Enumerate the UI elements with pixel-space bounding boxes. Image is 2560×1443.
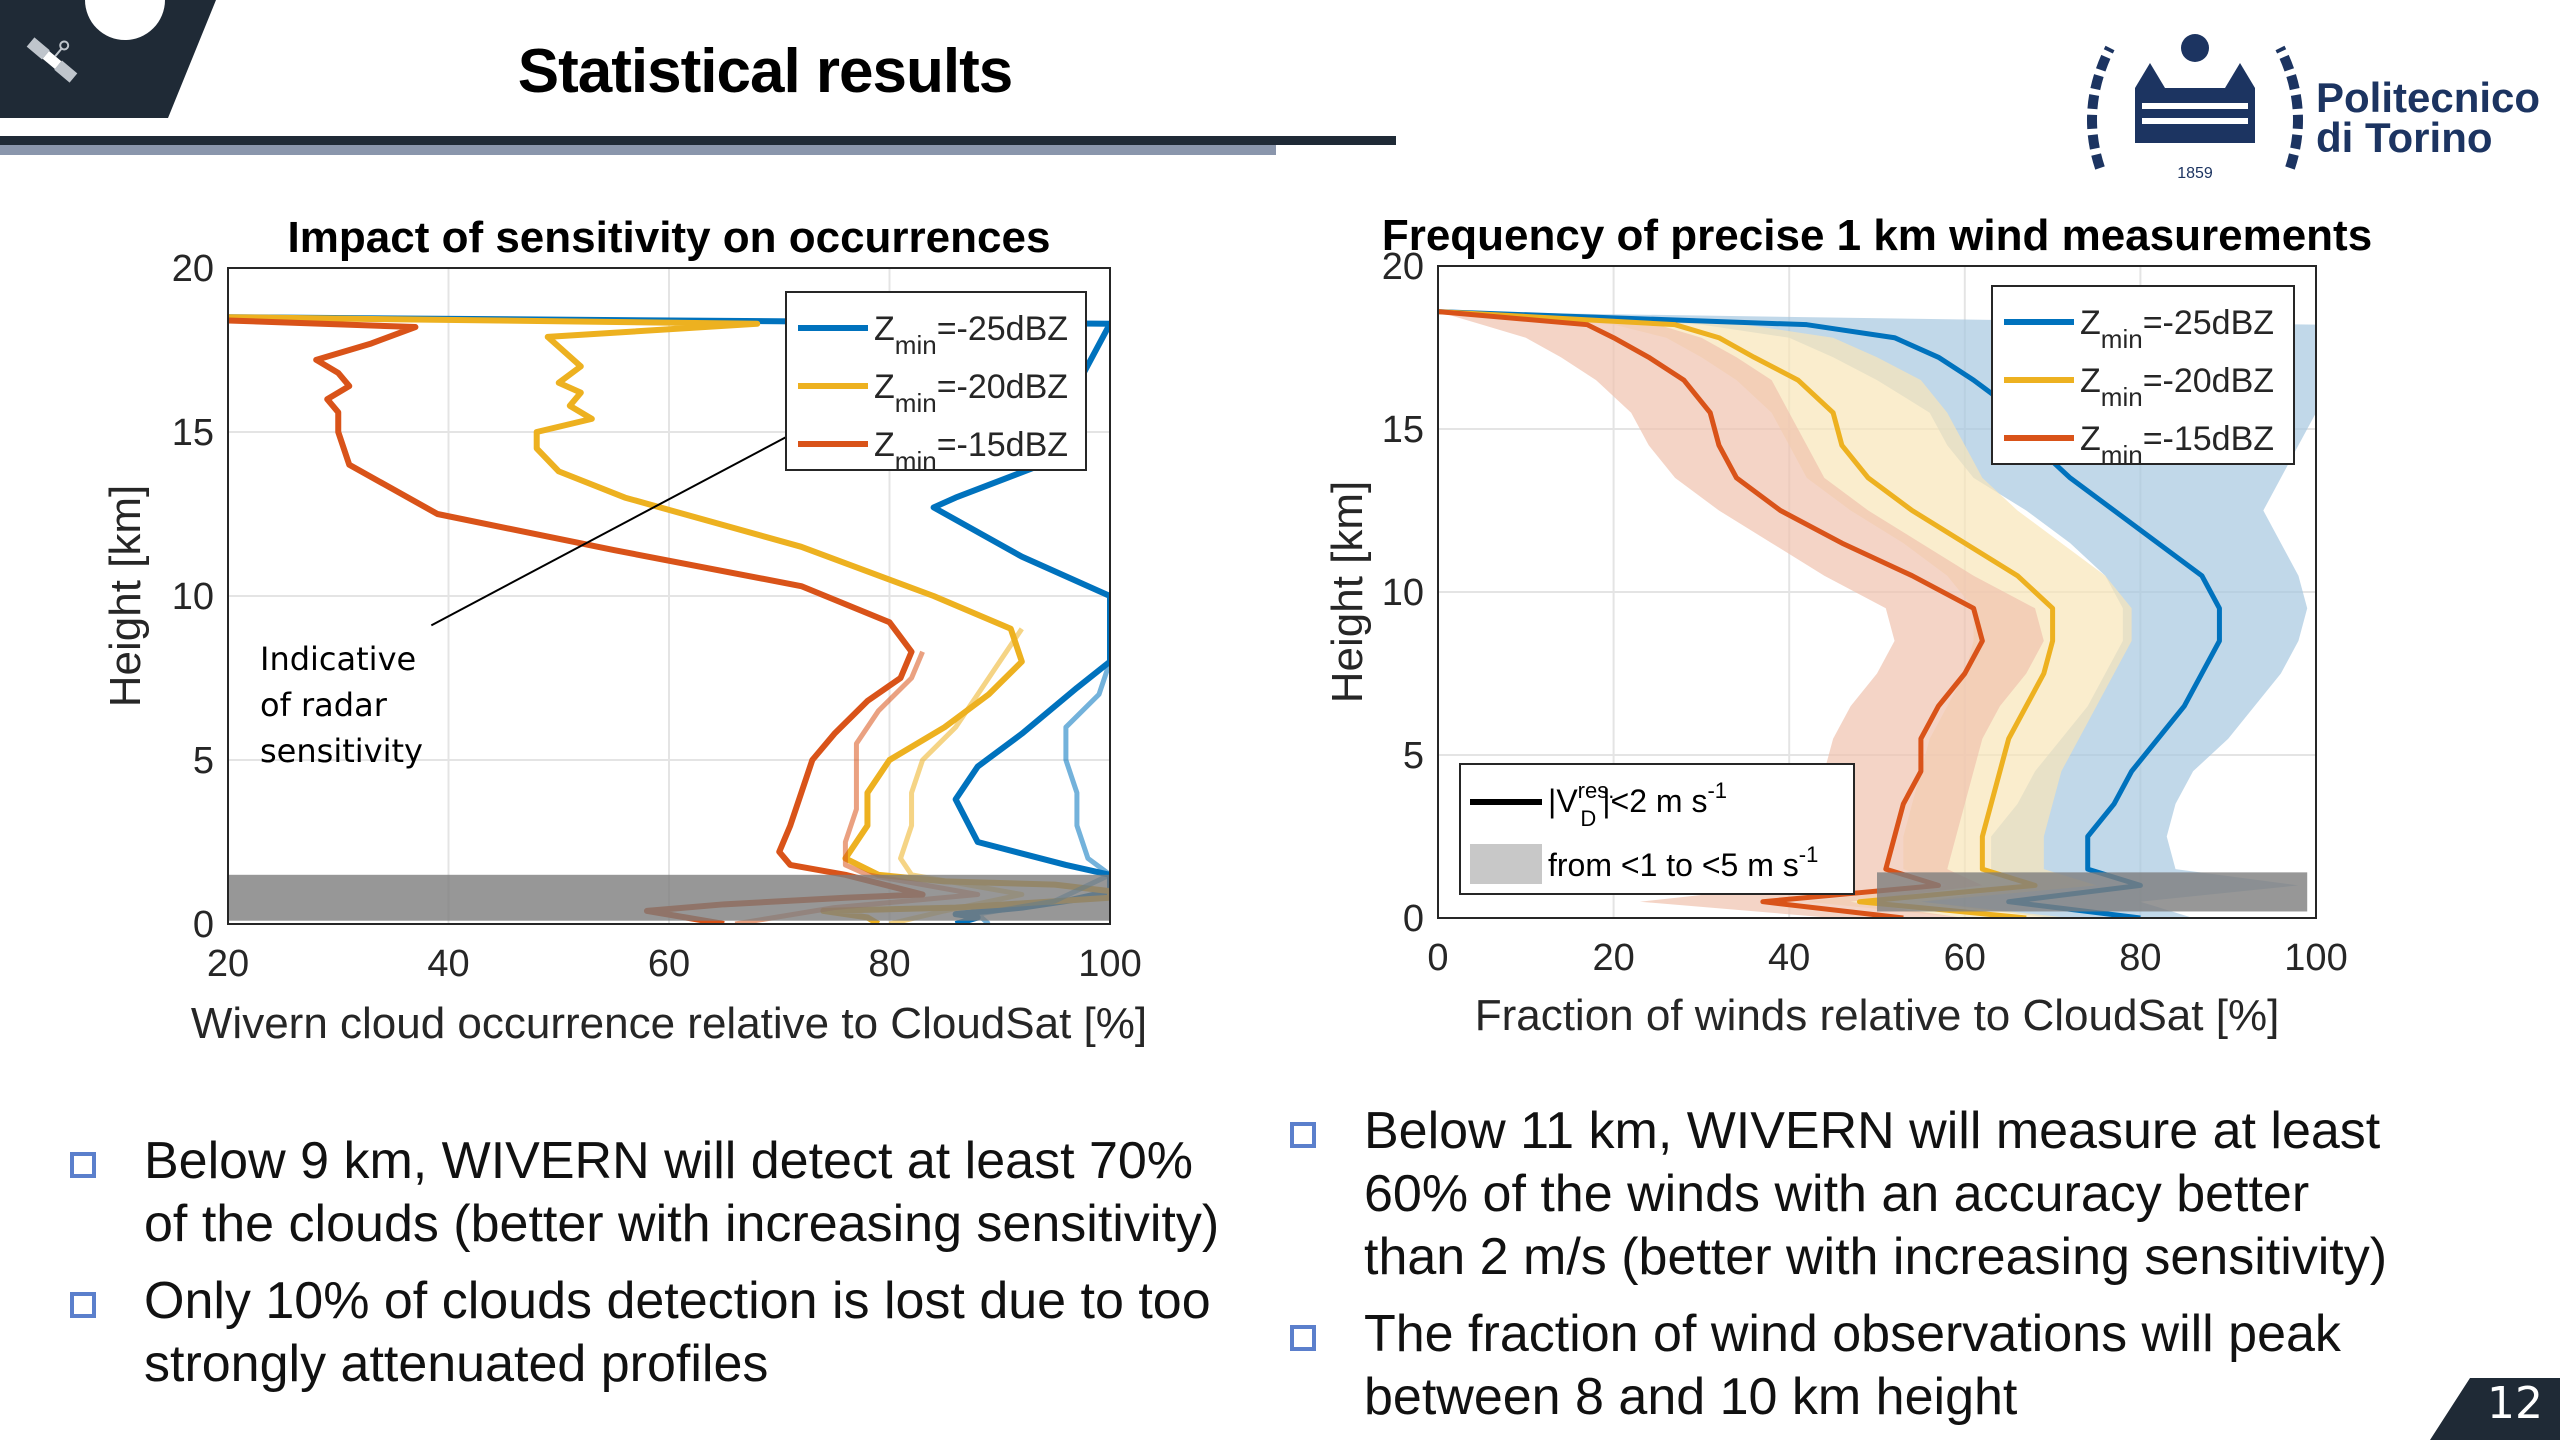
legend-box — [785, 291, 1087, 471]
x-tick-label: 60 — [648, 943, 690, 985]
bullet-item: Below 11 km, WIVERN will measure at leas… — [1290, 1100, 2440, 1289]
laurel-left-icon — [2087, 45, 2115, 170]
bullet-text-line: of the clouds (better with increasing se… — [144, 1195, 1220, 1253]
legend-label: Zmin=-15dBZ — [874, 426, 1068, 476]
series-line-zmin-20dbz — [228, 314, 1110, 924]
x-tick-label: 20 — [207, 943, 249, 985]
bullet-text-line: strongly attenuated profiles — [144, 1335, 769, 1393]
uncertainty-band-zmin-15dbz — [1438, 311, 2044, 918]
y-tick-label: 0 — [1403, 898, 1424, 940]
y-tick-label: 15 — [172, 412, 214, 454]
title-underline-dark — [0, 136, 1396, 145]
series-line-zmin-20dbz — [1438, 309, 2056, 918]
legend2-label: |Vres. D |<2 m s-1 — [1548, 778, 1727, 831]
slide-title: Statistical results — [517, 37, 1013, 106]
bullet-item: The fraction of wind observations will p… — [1290, 1303, 2440, 1429]
bullet-text-line: Below 11 km, WIVERN will measure at leas… — [1364, 1102, 2381, 1160]
logo-year: 1859 — [2177, 165, 2213, 182]
statue-icon — [2181, 34, 2209, 62]
square-bullet-icon — [1290, 1122, 1316, 1148]
x-tick-label: 80 — [2119, 937, 2161, 979]
laurel-right-icon — [2275, 45, 2303, 170]
chart-title: Frequency of precise 1 km wind measureme… — [1382, 211, 2372, 260]
header-corner-shape — [0, 0, 216, 118]
series-line-zmin-25dbz — [1438, 309, 2222, 918]
legend-box — [1991, 285, 2295, 465]
legend2-patch-swatch — [1470, 844, 1542, 884]
x-tick-label: 100 — [2284, 937, 2347, 979]
x-tick-label: 80 — [868, 943, 910, 985]
bullet-item: Below 9 km, WIVERN will detect at least … — [70, 1130, 1270, 1256]
y-tick-label: 10 — [1382, 572, 1424, 614]
x-tick-label: 100 — [1078, 943, 1141, 985]
square-bullet-icon — [70, 1292, 96, 1318]
logo-line2: di Torino — [2316, 114, 2493, 161]
legend-label: Zmin=-25dBZ — [874, 310, 1068, 360]
series-line-zmin-15dbz — [1438, 309, 1985, 918]
x-tick-label: 40 — [1768, 937, 1810, 979]
y-tick-label: 20 — [1382, 246, 1424, 288]
x-tick-label: 0 — [1427, 937, 1448, 979]
logo-line1: Politecnico — [2316, 74, 2541, 121]
logo-text: Politecnico di Torino — [2316, 74, 2541, 161]
bullet-text-line: than 2 m/s (better with increasing sensi… — [1364, 1228, 2388, 1286]
annotation-text: sensitivity — [260, 732, 423, 770]
bullet-text-line: between 8 and 10 km height — [1364, 1368, 2018, 1426]
bullet-item: Only 10% of clouds detection is lost due… — [70, 1270, 1270, 1396]
gray-band — [1877, 872, 2308, 912]
x-axis-label: Fraction of winds relative to CloudSat [… — [1475, 991, 2280, 1040]
building-icon — [2135, 88, 2255, 143]
chart-title: Impact of sensitivity on occurrences — [288, 213, 1051, 262]
bullet-text-line: Below 9 km, WIVERN will detect at least … — [144, 1132, 1194, 1190]
y-axis-label: Height [km] — [1323, 481, 1372, 704]
x-axis-label: Wivern cloud occurrence relative to Clou… — [191, 999, 1147, 1048]
y-tick-label: 5 — [1403, 735, 1424, 777]
satellite-icon — [26, 37, 78, 83]
bullet-text-line: Only 10% of clouds detection is lost due… — [144, 1272, 1211, 1330]
annotation-text: of radar — [260, 686, 388, 724]
square-bullet-icon — [70, 1152, 96, 1178]
y-tick-label: 20 — [172, 248, 214, 290]
bullets-left: Below 9 km, WIVERN will detect at least … — [70, 1130, 1270, 1410]
chart-1: 20 40 60 80 100 0 5 10 15 20 Indicative of radar sen… — [101, 213, 1147, 1048]
plot-content — [228, 314, 1110, 924]
bullet-text-line: 60% of the winds with an accuracy better — [1364, 1165, 2310, 1223]
legend-label: Zmin=-15dBZ — [2080, 420, 2274, 470]
gray-band — [228, 874, 1110, 921]
bullet-text-line: The fraction of wind observations will p… — [1364, 1305, 2341, 1363]
plot-frame — [1437, 265, 2317, 919]
x-tick-label: 60 — [1944, 937, 1986, 979]
legend-label: Zmin=-20dBZ — [2080, 362, 2274, 412]
y-tick-label: 15 — [1382, 409, 1424, 451]
y-tick-label: 0 — [193, 904, 214, 946]
page-number: 12 — [2487, 1378, 2543, 1429]
annotation-text: Indicative — [260, 640, 416, 678]
page-number-shape — [2430, 1378, 2560, 1440]
politecnico-logo: 1859 — [2087, 34, 2303, 182]
x-tick-label: 40 — [427, 943, 469, 985]
legend-label: Zmin=-20dBZ — [874, 368, 1068, 418]
legend-label: Zmin=-25dBZ — [2080, 304, 2274, 354]
legend2-label: from <1 to <5 m s-1 — [1548, 842, 1818, 883]
y-tick-label: 10 — [172, 576, 214, 618]
header-circle — [85, 0, 165, 40]
square-bullet-icon — [1290, 1325, 1316, 1351]
y-axis-label: Height [km] — [101, 485, 150, 708]
plot-frame — [227, 267, 1111, 925]
title-underline-light — [0, 145, 1276, 155]
bullets-right: Below 11 km, WIVERN will measure at leas… — [1290, 1100, 2440, 1443]
y-tick-label: 5 — [193, 740, 214, 782]
x-tick-label: 20 — [1592, 937, 1634, 979]
